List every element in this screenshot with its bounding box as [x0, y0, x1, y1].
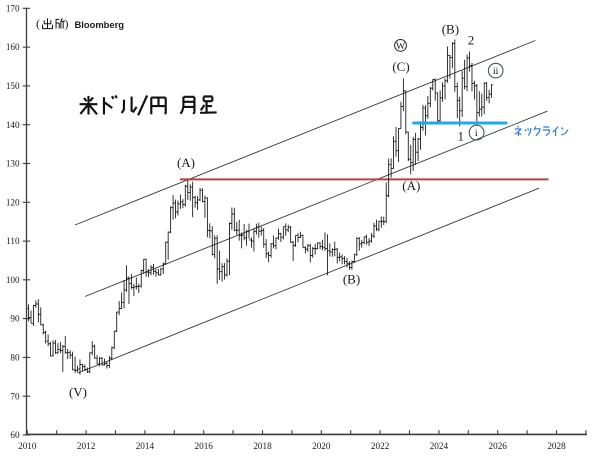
svg-text:2024: 2024 [430, 441, 449, 451]
svg-text:2: 2 [468, 33, 475, 48]
svg-text:110: 110 [6, 236, 20, 246]
svg-text:Bloomberg: Bloomberg [75, 19, 125, 30]
svg-text:): ) [65, 17, 69, 31]
svg-text:2022: 2022 [371, 441, 390, 451]
svg-text:170: 170 [6, 3, 20, 13]
svg-text:2026: 2026 [489, 441, 508, 451]
svg-text:(V): (V) [69, 385, 87, 400]
svg-text:80: 80 [10, 353, 20, 363]
svg-text:2028: 2028 [547, 441, 566, 451]
svg-text:(B): (B) [442, 22, 459, 37]
svg-text:60: 60 [10, 430, 20, 440]
svg-text:ii: ii [493, 67, 499, 77]
svg-text:(A): (A) [177, 155, 195, 170]
svg-text:(A): (A) [402, 178, 420, 193]
svg-text:1: 1 [457, 129, 464, 144]
svg-text:2010: 2010 [18, 441, 37, 451]
svg-text:2014: 2014 [136, 441, 155, 451]
svg-text:140: 140 [6, 120, 20, 130]
svg-text:2018: 2018 [253, 441, 272, 451]
svg-text:2012: 2012 [77, 441, 96, 451]
svg-text:i: i [475, 128, 478, 139]
svg-text:(: ( [36, 17, 40, 31]
svg-text:90: 90 [10, 314, 20, 324]
svg-text:(B): (B) [343, 272, 360, 287]
svg-text:100: 100 [6, 275, 20, 285]
svg-text:2020: 2020 [312, 441, 331, 451]
svg-text:70: 70 [10, 391, 20, 401]
svg-text:W: W [396, 41, 406, 52]
svg-text:120: 120 [6, 197, 20, 207]
svg-text:2016: 2016 [195, 441, 214, 451]
svg-text:(C): (C) [392, 59, 409, 74]
svg-text:150: 150 [6, 81, 20, 91]
svg-text:130: 130 [6, 159, 20, 169]
svg-text:160: 160 [6, 42, 20, 52]
